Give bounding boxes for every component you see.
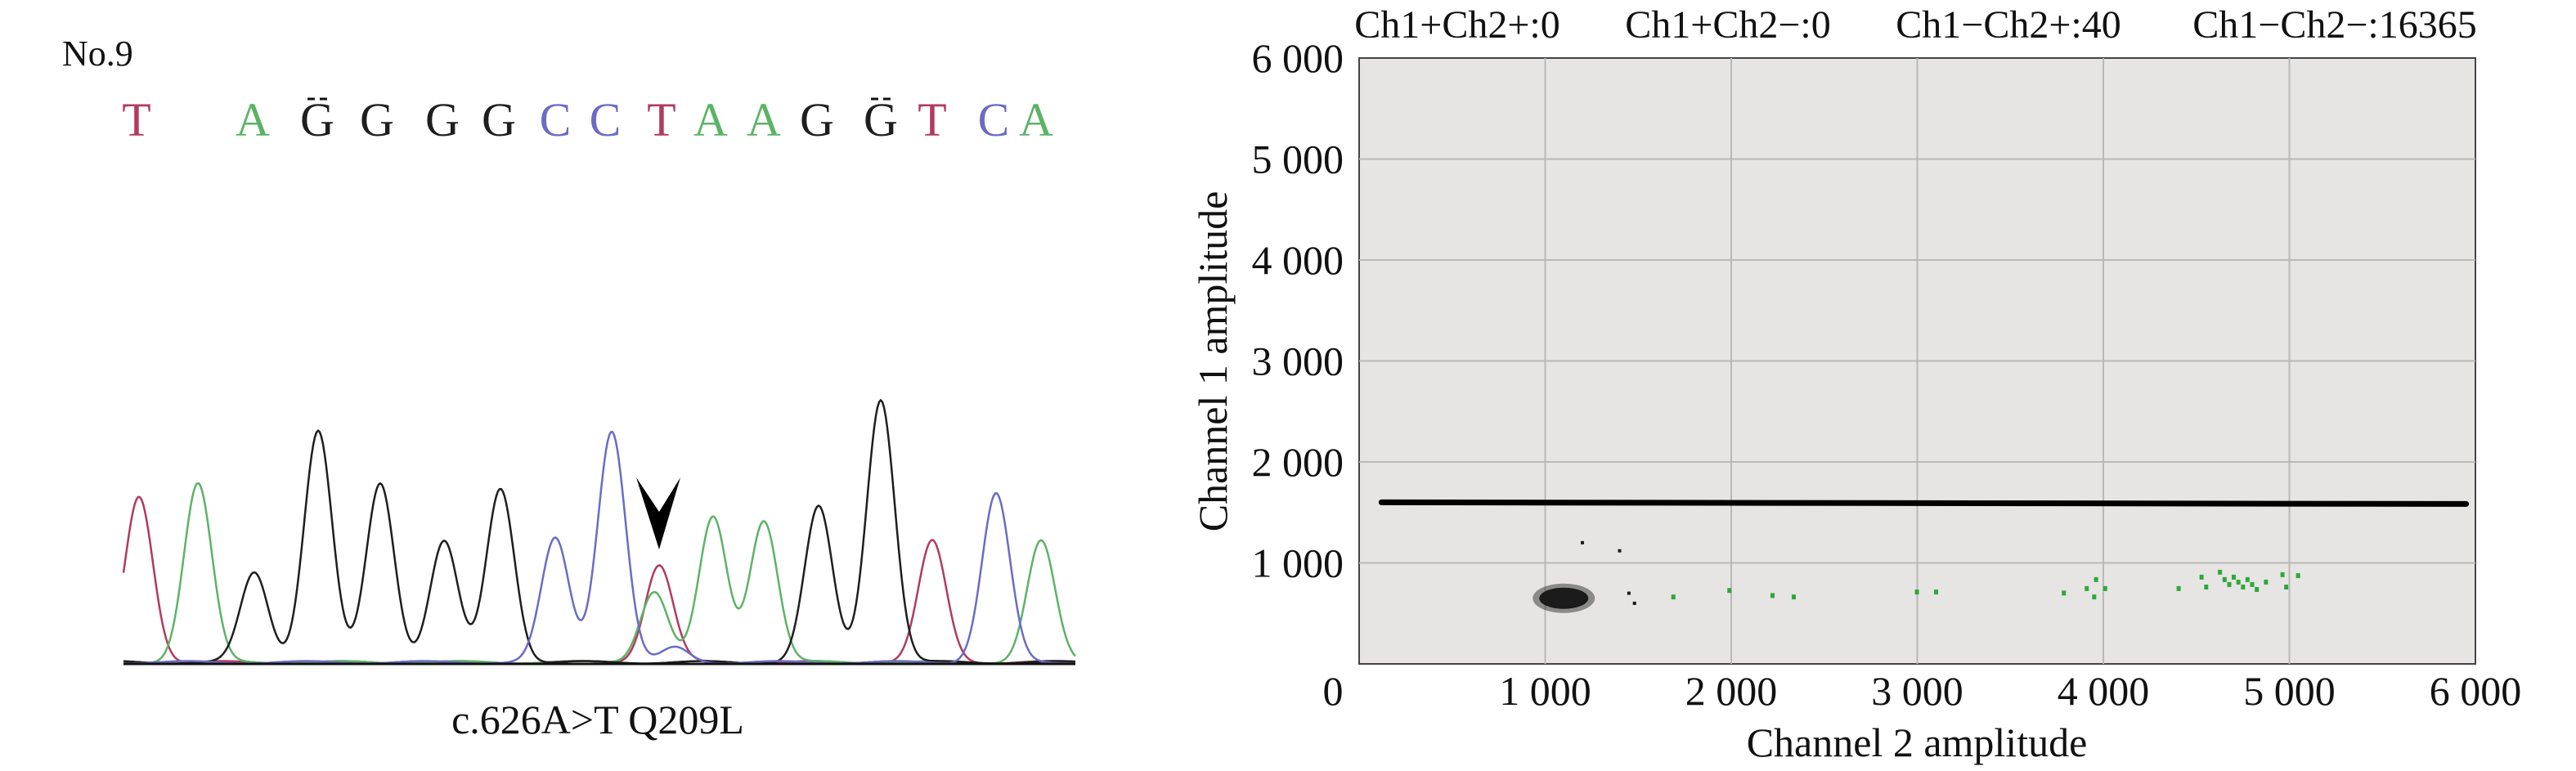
positive-droplet bbox=[1914, 589, 1919, 595]
trace-T bbox=[122, 495, 1076, 665]
positive-droplet bbox=[2199, 574, 2204, 580]
y-tick-label: 1 000 bbox=[1252, 540, 1344, 586]
positive-droplet bbox=[2231, 574, 2236, 580]
positive-droplet bbox=[1791, 594, 1796, 600]
sequence-letter: A bbox=[693, 93, 728, 146]
negative-droplet bbox=[1581, 540, 1584, 545]
positive-droplet bbox=[2245, 576, 2250, 582]
sequence-letter: G bbox=[360, 93, 394, 146]
y-tick-label: 2 000 bbox=[1252, 439, 1344, 485]
sequence-letter: C bbox=[540, 93, 572, 146]
sequence-letter: C bbox=[978, 93, 1010, 146]
sequence-letter: A bbox=[1019, 93, 1053, 146]
positive-droplet bbox=[2264, 579, 2269, 585]
positive-droplet bbox=[1933, 589, 1938, 595]
tick-labels: 0 1 000 2 000 3 000 4 000 5 000 6 000 1 000 2 00… bbox=[1252, 35, 2522, 714]
negative-droplet bbox=[1627, 591, 1631, 595]
grid bbox=[1359, 58, 2475, 664]
sequence-letter: T bbox=[918, 93, 946, 146]
positive-droplet bbox=[2204, 585, 2209, 590]
positive-droplet bbox=[2284, 585, 2289, 590]
positive-droplet bbox=[2062, 590, 2067, 596]
positive-droplet bbox=[2241, 585, 2246, 590]
cluster-count-label: Ch1−Ch2−:16365 bbox=[2192, 3, 2477, 47]
sequence-letter: C bbox=[590, 93, 622, 146]
positive-droplet bbox=[2092, 594, 2097, 600]
x-tick-label: 0 bbox=[1323, 668, 1344, 714]
y-axis-label: Channel 1 amplitude bbox=[1190, 191, 1236, 532]
positive-droplet bbox=[2227, 581, 2232, 587]
x-tick-label: 1 000 bbox=[1499, 668, 1591, 714]
positive-droplet bbox=[2176, 585, 2181, 591]
sequence-letter: G bbox=[425, 93, 460, 146]
sample-label: No.9 bbox=[62, 34, 133, 74]
sequence-letter: T bbox=[647, 93, 675, 146]
x-tick-label: 3 000 bbox=[1871, 668, 1963, 714]
droplet-scatter-panel: Ch1+Ch2+:0 Ch1+Ch2−:0 Ch1−Ch2+:40 Ch1−Ch2−:… bbox=[1190, 3, 2521, 765]
sequence-letter: G bbox=[300, 93, 334, 146]
cluster-counts: Ch1+Ch2+:0 Ch1+Ch2−:0 Ch1−Ch2+:40 Ch1−Ch2−:… bbox=[1354, 3, 2477, 47]
negative-cluster bbox=[1539, 587, 1589, 609]
cluster-count-label: Ch1−Ch2+:40 bbox=[1896, 3, 2121, 47]
y-tick-label: 6 000 bbox=[1252, 35, 1344, 81]
positive-droplet bbox=[2218, 569, 2223, 575]
positive-droplet bbox=[2280, 572, 2285, 577]
cluster-count-label: Ch1+Ch2+:0 bbox=[1354, 3, 1560, 47]
sequence-letter: A bbox=[236, 93, 270, 146]
mutation-caption: c.626A>T Q209L bbox=[451, 697, 744, 742]
x-tick-label: 2 000 bbox=[1685, 668, 1778, 714]
y-tick-label: 5 000 bbox=[1252, 137, 1344, 182]
sequence-letter: A bbox=[747, 93, 781, 146]
positive-droplet bbox=[2250, 581, 2255, 587]
cluster-count-label: Ch1+Ch2−:0 bbox=[1625, 3, 1831, 47]
positive-droplet bbox=[2222, 576, 2227, 582]
positive-droplet bbox=[1727, 588, 1732, 594]
positive-droplet bbox=[2085, 585, 2089, 591]
positive-droplet bbox=[2236, 579, 2241, 585]
trace-C bbox=[123, 431, 1075, 665]
chromatogram-traces bbox=[122, 398, 1076, 665]
y-tick-label: 4 000 bbox=[1252, 237, 1344, 283]
threshold-line bbox=[1378, 499, 2470, 507]
x-tick-label: 4 000 bbox=[2058, 668, 2150, 714]
positive-droplet bbox=[1770, 593, 1775, 598]
y-tick-label: 3 000 bbox=[1252, 338, 1344, 384]
positive-droplet bbox=[2255, 586, 2260, 592]
positive-droplet bbox=[2296, 573, 2300, 579]
x-axis-label: Channel 2 amplitude bbox=[1747, 719, 2088, 765]
positive-droplet bbox=[2094, 576, 2098, 582]
positive-droplet bbox=[1671, 594, 1676, 600]
positive-droplet bbox=[2103, 585, 2107, 591]
droplet-points bbox=[1378, 499, 2470, 613]
x-tick-label: 5 000 bbox=[2243, 668, 2336, 714]
arrowhead-down-icon bbox=[636, 477, 680, 549]
trace-G bbox=[123, 398, 1076, 665]
sequence-letter: G bbox=[482, 93, 516, 146]
x-tick-label: 6 000 bbox=[2430, 668, 2522, 714]
sequence-letter: T bbox=[122, 93, 150, 146]
negative-droplet bbox=[1618, 549, 1622, 553]
negative-droplet bbox=[1632, 601, 1636, 605]
sequence-letter: G bbox=[800, 93, 834, 146]
sequence-letter: G bbox=[864, 93, 898, 146]
